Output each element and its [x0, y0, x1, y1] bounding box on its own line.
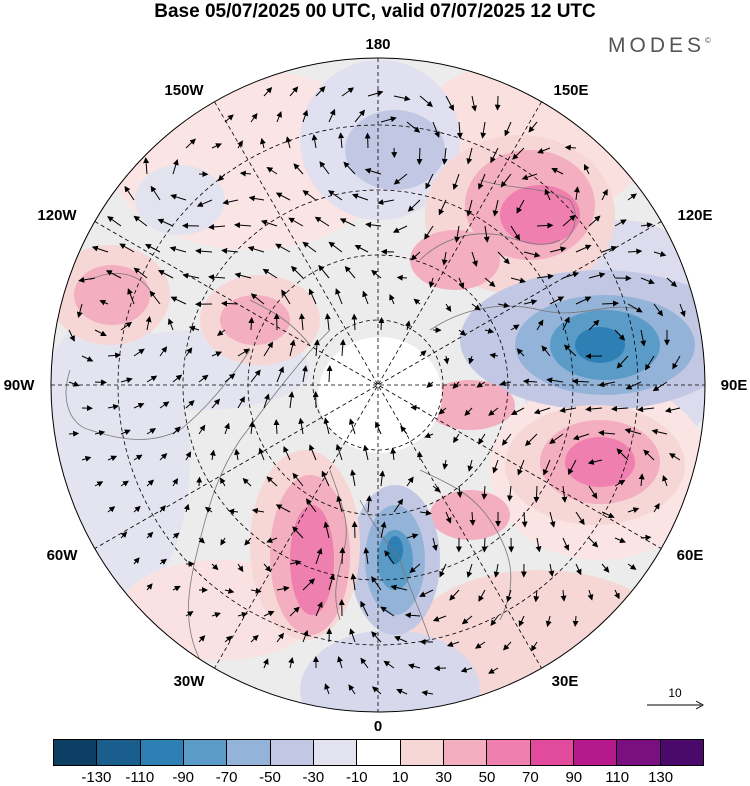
colorbar-segment [271, 740, 314, 765]
anomaly-field [30, 50, 740, 750]
wind-arrow [498, 96, 499, 110]
lon-label-90e: 90E [721, 378, 748, 394]
colorbar [53, 739, 704, 766]
colorbar-tick-label: -130 [81, 769, 111, 786]
colorbar-segment [661, 740, 703, 765]
lon-label-180: 180 [365, 37, 390, 53]
colorbar-segment [357, 740, 400, 765]
colorbar-segment [141, 740, 184, 765]
colorbar-segment [574, 740, 617, 765]
colorbar-segment [487, 740, 530, 765]
wind-arrow [251, 318, 252, 330]
colorbar-segment [444, 740, 487, 765]
wind-arrow [69, 433, 78, 434]
lon-label-60e: 60E [677, 548, 704, 564]
colorbar-segment [184, 740, 227, 765]
colorbar-segment [97, 740, 140, 765]
wind-arrow [222, 303, 238, 304]
lon-label-30w: 30W [174, 674, 205, 690]
wind-arrow [398, 277, 407, 278]
colorbar-tick-label: -90 [172, 769, 194, 786]
lon-label-120e: 120E [677, 208, 712, 224]
reference-arrow-icon [645, 699, 705, 711]
wind-arrow [537, 225, 552, 226]
colorbar-segment [531, 740, 574, 765]
lon-label-120w: 120W [37, 208, 76, 224]
colorbar-tick-label: 110 [605, 769, 629, 786]
wind-arrow [484, 538, 485, 552]
colorbar-segment [54, 740, 97, 765]
wind-arrow [419, 452, 420, 460]
lon-label-0: 0 [374, 719, 382, 735]
colorbar-tick-label: 50 [479, 769, 496, 786]
wind-arrow [381, 318, 382, 330]
colorbar-tick-label: -50 [259, 769, 281, 786]
wind-arrow [566, 147, 576, 148]
reference-vector: 10 [645, 686, 705, 716]
colorbar-tick-label: 90 [565, 769, 582, 786]
wind-arrow [355, 522, 356, 538]
colorbar-tick-label: 10 [392, 769, 409, 786]
lon-label-90w: 90W [4, 378, 35, 394]
colorbar-segment [314, 740, 357, 765]
reference-vector-label: 10 [645, 686, 705, 700]
colorbar-segment [227, 740, 270, 765]
colorbar-segment [401, 740, 444, 765]
colorbar-tick-label: 70 [522, 769, 539, 786]
wind-arrow [419, 148, 420, 164]
lon-label-150w: 150W [164, 83, 203, 99]
wind-arrow [95, 382, 106, 383]
wind-arrow [411, 407, 420, 408]
lon-label-30e: 30E [552, 674, 579, 690]
wind-arrow [342, 548, 343, 564]
wind-arrow [368, 134, 369, 149]
colorbar-tick-label: 30 [435, 769, 452, 786]
colorbar-tick-label: -10 [346, 769, 368, 786]
lon-label-60w: 60W [47, 548, 78, 564]
colorbar-tick-label: 130 [648, 769, 673, 786]
wind-arrow [199, 478, 200, 486]
colorbar-tick-label: -70 [216, 769, 238, 786]
lon-label-150e: 150E [553, 83, 588, 99]
colorbar-tick-label: -110 [125, 769, 154, 786]
colorbar-segment [617, 740, 660, 765]
colorbar-tick-label: -30 [303, 769, 325, 786]
